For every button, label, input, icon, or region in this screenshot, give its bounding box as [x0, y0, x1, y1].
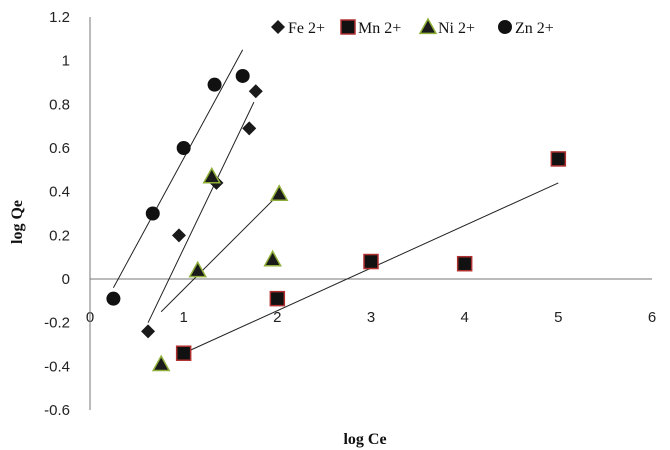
y-tick-label: -0.2	[44, 315, 70, 332]
point-triangle	[202, 166, 222, 184]
x-tick-label: 4	[460, 309, 468, 326]
y-tick-label: 0	[62, 271, 70, 288]
legend-marker-circle	[498, 20, 512, 34]
x-tick-label: 3	[367, 309, 375, 326]
point-square	[175, 345, 192, 361]
point-diamond	[171, 228, 186, 243]
point-circle	[106, 291, 121, 306]
point-diamond	[248, 84, 263, 99]
legend-label: Fe 2+	[288, 20, 325, 37]
point-triangle	[188, 260, 207, 278]
y-tick-label: 1.2	[49, 9, 70, 26]
y-tick-label: 0.6	[49, 140, 70, 157]
legend-marker-square	[340, 19, 356, 35]
x-axis-title: log Ce	[343, 431, 386, 448]
trendline-diamond	[147, 101, 255, 323]
y-tick-label: 1	[62, 53, 70, 70]
point-circle	[176, 141, 191, 155]
point-square	[550, 151, 567, 167]
point-triangle	[269, 184, 289, 201]
legend-label: Mn 2+	[358, 20, 401, 37]
trendline-triangle	[160, 193, 280, 313]
y-axis-title: log Qe	[9, 200, 26, 244]
legend-label: Ni 2+	[438, 20, 475, 37]
legend: Fe 2+ Mn 2+ Ni 2+ Zn 2+	[271, 17, 554, 37]
point-triangle	[263, 249, 282, 267]
legend-marker-triangle	[418, 17, 438, 35]
point-circle	[235, 68, 250, 83]
point-diamond	[242, 121, 257, 136]
legend-label: Zn 2+	[515, 20, 554, 37]
y-tick-label: 0.2	[49, 227, 70, 244]
x-tick-label: 5	[554, 309, 562, 326]
x-tick-label: 6	[648, 309, 656, 326]
point-square	[363, 253, 379, 270]
y-tick-label: -0.6	[44, 402, 70, 419]
point-square	[269, 290, 286, 307]
trendline-circle	[112, 49, 244, 288]
axes	[89, 17, 652, 410]
data-points	[106, 68, 567, 372]
y-tick-label: -0.4	[44, 358, 70, 375]
y-tick-labels: -0.6 -0.4 -0.2 0 0.2 0.4 0.6 0.8 1 1.2	[44, 9, 70, 419]
y-tick-label: 0.4	[49, 184, 70, 201]
trendlines	[112, 49, 559, 354]
x-tick-label: 1	[179, 309, 187, 326]
x-tick-label: 2	[273, 309, 281, 326]
point-square	[456, 255, 473, 272]
point-circle	[145, 206, 160, 221]
point-circle	[207, 77, 222, 92]
legend-marker-diamond	[271, 20, 285, 34]
y-tick-label: 0.8	[49, 96, 70, 113]
point-diamond	[141, 324, 156, 339]
point-triangle	[151, 354, 171, 372]
